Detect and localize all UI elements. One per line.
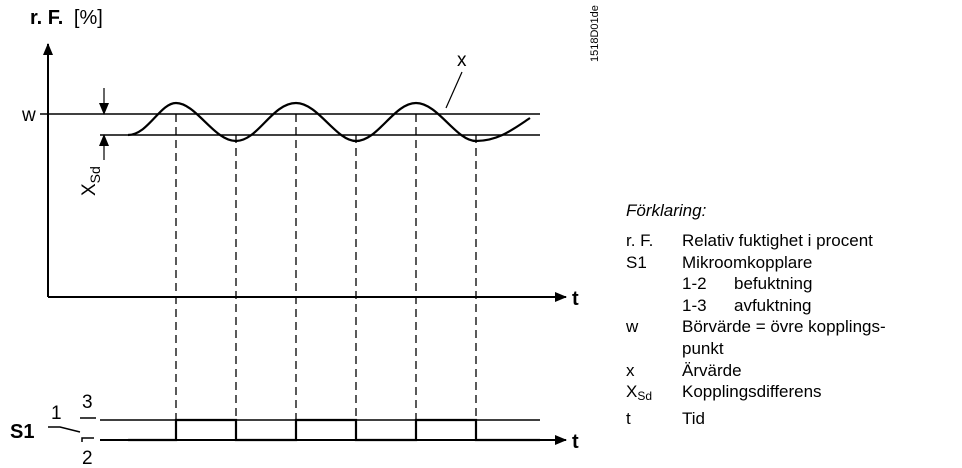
legend-symbol: r. F. [626, 231, 654, 250]
legend-title: Förklaring: [626, 201, 707, 220]
legend-row: 1-2 befuktning [626, 273, 956, 295]
legend-text: Kopplingsdifferens [682, 382, 822, 402]
legend-row: w Börvärde = övre kopplings- [626, 316, 956, 338]
legend-text: Relativ fuktighet i procent [682, 231, 873, 250]
figure-code: 1518D01de [589, 5, 601, 62]
legend-row: x Ärvärde [626, 360, 956, 382]
legend-text: Börvärde = övre kopplings- [682, 317, 886, 337]
legend-row: XSd Kopplingsdifferens [626, 381, 956, 408]
legend-text: befuktning [734, 274, 813, 294]
dashed-guides [175, 114, 477, 440]
actual-value-curve [127, 101, 531, 143]
legend-symbol: S1 [626, 252, 647, 272]
curve-label: x [457, 50, 467, 71]
upper-time-label: t [572, 288, 579, 310]
legend-text: Mikroomkopplare [682, 252, 813, 272]
legend-symbol: t [626, 408, 631, 428]
legend-row: t Tid [626, 408, 956, 430]
switch-terminal-1: 1 [51, 403, 62, 424]
legend-text: Tid [682, 408, 705, 428]
legend-row: r. F. Relativ fuktighet i procent [626, 230, 956, 252]
legend-text: punkt [682, 338, 724, 358]
diff-label: XSd [79, 166, 103, 196]
lower-time-label: t [572, 431, 579, 453]
svg-text:XSd: XSd [79, 166, 103, 196]
setpoint-label: w [21, 105, 36, 126]
legend-code: 1-2 [682, 274, 707, 294]
legend-text: avfuktning [734, 295, 812, 315]
switch-symbol [48, 417, 96, 442]
switch-label: S1 [10, 421, 34, 443]
legend-code: 1-3 [682, 295, 707, 315]
legend-text: Ärvärde [682, 360, 742, 380]
legend-row: 1-3 avfuktning [626, 295, 956, 317]
legend-symbol: w [626, 317, 639, 337]
legend-symbol: XSd [626, 382, 653, 404]
svg-text:1518D01de: 1518D01de [589, 5, 601, 62]
curve-label-pointer [445, 71, 463, 109]
switch-terminal-2: 2 [82, 448, 93, 468]
legend-row: S1 Mikroomkopplare [626, 252, 956, 274]
switch-terminal-3: 3 [82, 392, 93, 413]
legend-row: punkt [626, 338, 956, 360]
switch-waveform [128, 418, 540, 442]
legend-symbol: x [626, 360, 635, 380]
y-axis-label: r. F. [%] [30, 7, 103, 29]
legend: Förklaring: r. F. Relativ fuktighet i pr… [626, 201, 956, 429]
legend-symbol [626, 338, 682, 360]
